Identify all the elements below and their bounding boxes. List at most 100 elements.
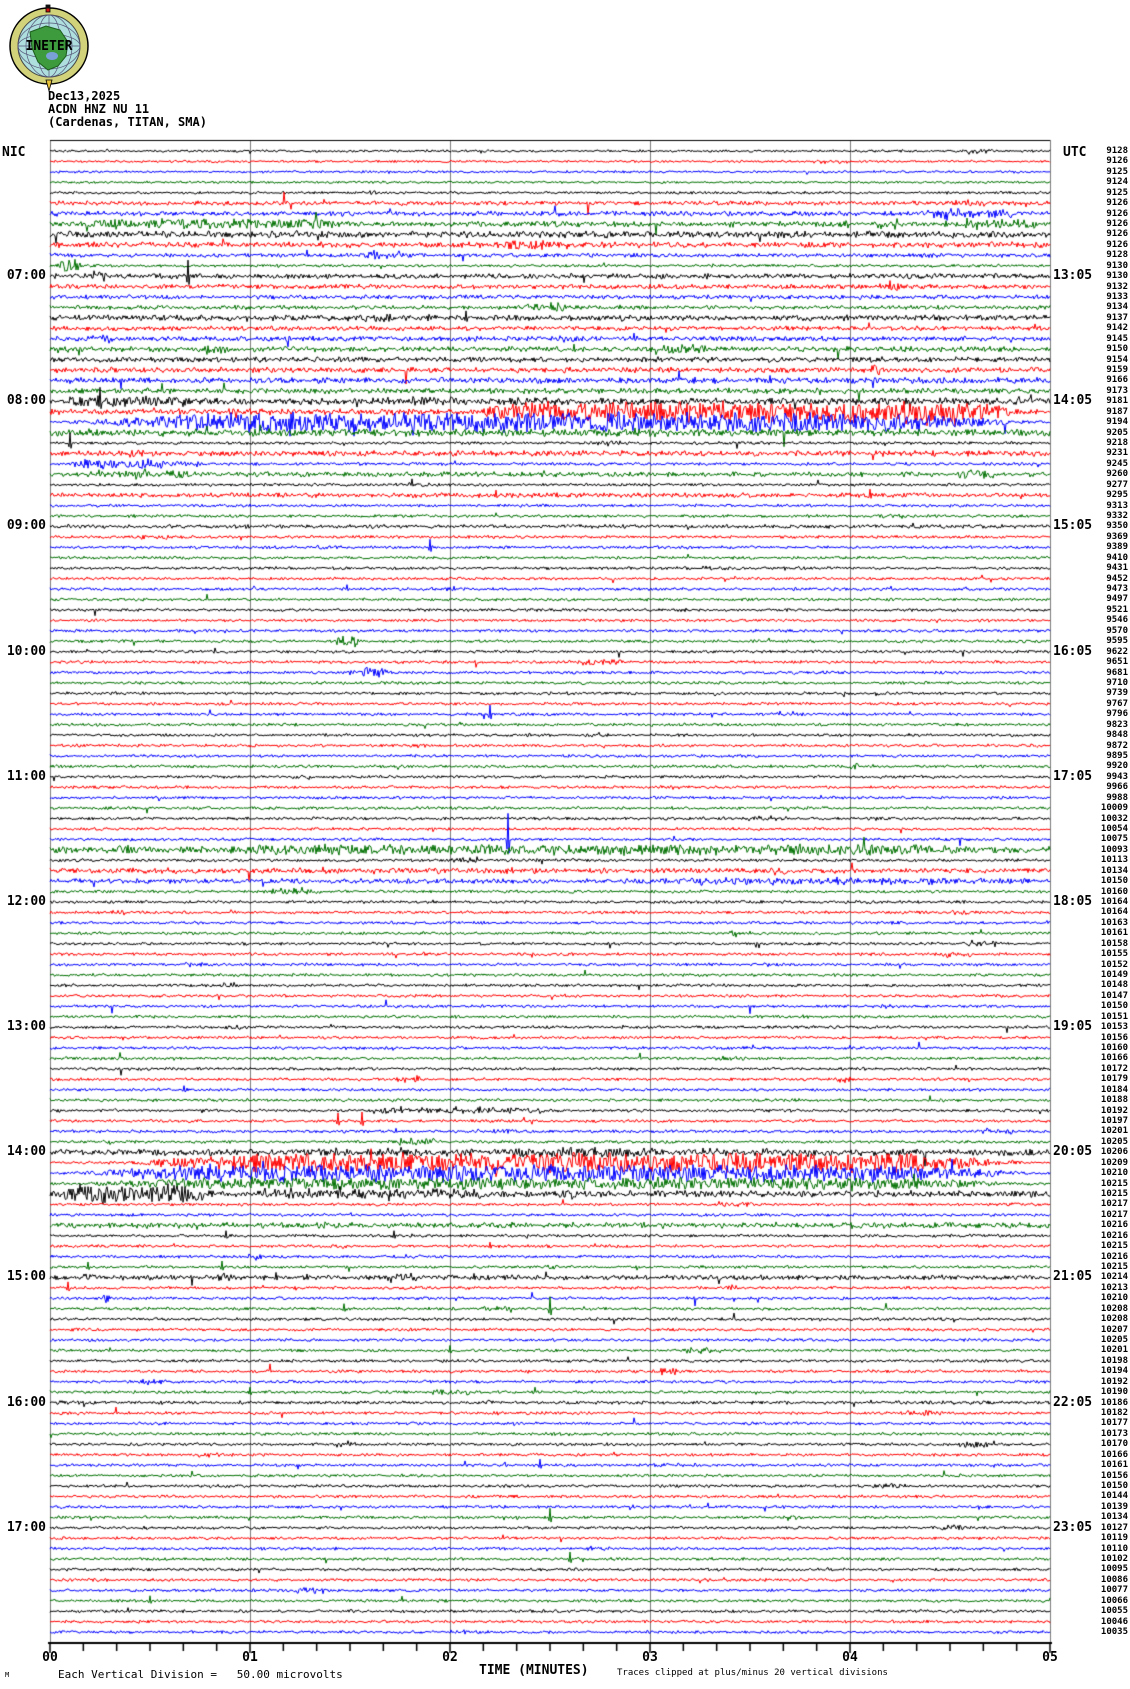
trace-value: 9546: [1106, 615, 1128, 626]
trace-value: 10179: [1100, 1074, 1128, 1085]
trace-value: 9260: [1106, 469, 1128, 480]
trace-value: 10206: [1100, 1147, 1128, 1158]
trace-value: 9218: [1106, 438, 1128, 449]
trace-value: 10077: [1100, 1585, 1128, 1596]
trace-value: 10156: [1100, 1470, 1128, 1481]
local-hour-label: 08:00: [6, 393, 46, 409]
trace-value: 10201: [1100, 1126, 1128, 1137]
trace-value: 9142: [1106, 323, 1128, 334]
trace-value: 10150: [1100, 876, 1128, 887]
trace-value: 10055: [1100, 1606, 1128, 1617]
trace-value: 10207: [1100, 1324, 1128, 1335]
local-hour-label: 17:00: [6, 1519, 46, 1535]
trace-value: 9154: [1106, 354, 1128, 365]
utc-hour-label: 20:05: [1053, 1144, 1093, 1160]
trace-value: 9150: [1106, 344, 1128, 355]
trace-value: 10214: [1100, 1272, 1128, 1283]
trace-value: 10163: [1100, 917, 1128, 928]
local-hour-label: 09:00: [6, 518, 46, 534]
trace-value: 9739: [1106, 688, 1128, 699]
x-tick-label: 00: [42, 1650, 58, 1665]
trace-value: 10210: [1100, 1168, 1128, 1179]
trace-value: 9126: [1106, 239, 1128, 250]
trace-value: 10217: [1100, 1199, 1128, 1210]
trace-value: 10075: [1100, 834, 1128, 845]
local-hour-label: 15:00: [6, 1269, 46, 1285]
trace-value: 10160: [1100, 886, 1128, 897]
trace-value: 10161: [1100, 1460, 1128, 1471]
trace-value: 9124: [1106, 177, 1128, 188]
trace-value: 9895: [1106, 750, 1128, 761]
trace-value: 10086: [1100, 1574, 1128, 1585]
trace-value: 9205: [1106, 427, 1128, 438]
trace-value: 10215: [1100, 1241, 1128, 1252]
trace-value: 10197: [1100, 1115, 1128, 1126]
trace-value: 10066: [1100, 1595, 1128, 1606]
trace-value: 9431: [1106, 563, 1128, 574]
trace-value: 9452: [1106, 573, 1128, 584]
trace-value: 9130: [1106, 260, 1128, 271]
header-station-location: (Cardenas, TITAN, SMA): [48, 115, 207, 129]
trace-value: 9277: [1106, 479, 1128, 490]
trace-value: 10164: [1100, 907, 1128, 918]
trace-value: 10009: [1100, 803, 1128, 814]
trace-value: 10194: [1100, 1366, 1128, 1377]
utc-hour-label: 15:05: [1053, 518, 1093, 534]
local-hour-label: 14:00: [6, 1144, 46, 1160]
trace-value: 10215: [1100, 1262, 1128, 1272]
trace-value: 9332: [1106, 511, 1128, 522]
trace-value: 9497: [1106, 594, 1128, 605]
trace-value: 9145: [1106, 333, 1128, 344]
trace-value: 9521: [1106, 604, 1128, 615]
trace-value: 9920: [1106, 761, 1128, 772]
local-hour-label: 10:00: [6, 643, 46, 659]
trace-value: 9570: [1106, 625, 1128, 636]
trace-value: 10160: [1100, 1042, 1128, 1053]
trace-value: 10186: [1100, 1397, 1128, 1408]
trace-value: 9125: [1106, 187, 1128, 198]
x-tick-label: 01: [242, 1650, 258, 1665]
trace-value: 10134: [1100, 1512, 1128, 1523]
trace-value: 10215: [1100, 1189, 1128, 1199]
trace-value: 9126: [1106, 229, 1128, 240]
utc-hour-label: 13:05: [1053, 268, 1093, 284]
trace-value: 10208: [1100, 1303, 1128, 1314]
trace-value: 10158: [1100, 938, 1128, 949]
trace-value: 10198: [1100, 1355, 1128, 1366]
trace-value: 10148: [1100, 980, 1128, 991]
trace-value: 10172: [1100, 1063, 1128, 1074]
trace-value: 10173: [1100, 1428, 1128, 1439]
trace-value: 10054: [1100, 823, 1128, 834]
trace-value: 10208: [1100, 1314, 1128, 1325]
local-hour-label: 07:00: [6, 268, 46, 284]
utc-hour-label: 21:05: [1053, 1269, 1093, 1285]
trace-value: 10215: [1100, 1178, 1128, 1189]
trace-value: 9767: [1106, 698, 1128, 709]
trace-value: 10205: [1100, 1335, 1128, 1346]
trace-value: 10156: [1100, 1032, 1128, 1043]
trace-value: 9173: [1106, 385, 1128, 396]
trace-value: 10164: [1100, 896, 1128, 907]
utc-hour-label: 16:05: [1053, 643, 1093, 659]
trace-value: 10102: [1100, 1554, 1128, 1565]
local-hour-label: 11:00: [6, 768, 46, 784]
trace-value: 10113: [1100, 855, 1128, 866]
trace-value: 9710: [1106, 677, 1128, 688]
trace-value: 10161: [1100, 928, 1128, 939]
x-tick-label: 02: [442, 1650, 458, 1665]
trace-value: 10216: [1100, 1220, 1128, 1231]
trace-value: 9681: [1106, 667, 1128, 678]
trace-value: 9369: [1106, 531, 1128, 542]
trace-value: 10151: [1100, 1011, 1128, 1022]
trace-value: 10188: [1100, 1095, 1128, 1106]
x-axis-title: TIME (MINUTES): [479, 1663, 589, 1678]
scale-marker: M: [5, 1671, 10, 1679]
logo-text: INETER: [26, 39, 73, 54]
x-tick-label: 05: [1042, 1650, 1058, 1665]
trace-value: 9126: [1106, 208, 1128, 219]
trace-value: 9313: [1106, 500, 1128, 511]
vertical-scale-note: Each Vertical Division = 50.00 microvolt…: [58, 1668, 343, 1681]
right-timezone-label: UTC: [1063, 145, 1087, 160]
trace-value: 9389: [1106, 542, 1128, 553]
left-timezone-label: NIC: [2, 145, 26, 160]
